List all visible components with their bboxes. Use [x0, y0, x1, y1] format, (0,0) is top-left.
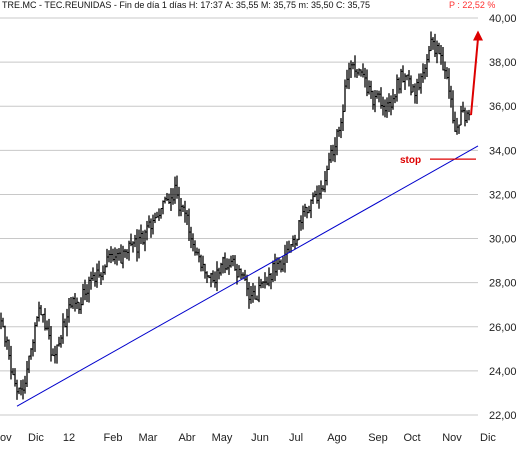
x-tick-label: Sep — [368, 432, 388, 444]
x-axis: ov Dic 12 Feb Mar Abr May Jun Jul Ago Sep Oct Nov Dic — [0, 432, 496, 444]
y-tick-label: 26,00 — [489, 322, 517, 334]
x-tick-label: 12 — [63, 432, 75, 444]
x-tick-label: May — [212, 432, 233, 444]
x-tick-label: Nov — [442, 432, 462, 444]
x-tick-label: Jun — [251, 432, 269, 444]
y-tick-label: 36,00 — [489, 101, 517, 113]
support-trendline — [16, 145, 479, 407]
y-tick-label: 28,00 — [489, 278, 517, 290]
header-extra-text: P : 22,52 % — [449, 0, 495, 10]
header-text: TRE.MC - TEC.REUNIDAS - Fin de día 1 día… — [2, 0, 370, 10]
annotations-layer: stop — [400, 30, 483, 166]
x-tick-label: ov — [0, 432, 12, 444]
x-tick-label: Ago — [327, 432, 347, 444]
y-tick-label: 34,00 — [489, 145, 517, 157]
y-axis: 22,00 24,00 26,00 28,00 30,00 32,00 34,00 36,00… — [489, 13, 517, 422]
x-tick-label: Feb — [104, 432, 123, 444]
grid-lines — [0, 17, 478, 416]
x-tick-label: Dic — [480, 432, 496, 444]
x-tick-label: Mar — [139, 432, 158, 444]
up-arrow — [470, 38, 479, 116]
y-tick-label: 40,00 — [489, 13, 517, 25]
price-bars — [0, 31, 471, 400]
x-tick-label: Oct — [403, 432, 420, 444]
x-tick-label: Dic — [28, 432, 44, 444]
y-tick-label: 32,00 — [489, 189, 517, 201]
chart-header: TRE.MC - TEC.REUNIDAS - Fin de día 1 día… — [2, 0, 495, 10]
y-tick-label: 22,00 — [489, 410, 517, 422]
y-tick-label: 24,00 — [489, 366, 517, 378]
up-arrow-head — [473, 30, 483, 41]
stop-label: stop — [400, 155, 421, 166]
x-tick-label: Jul — [289, 432, 303, 444]
y-tick-label: 30,00 — [489, 234, 517, 246]
y-tick-label: 38,00 — [489, 57, 517, 69]
trendline-layer — [16, 145, 479, 407]
x-tick-label: Abr — [178, 432, 195, 444]
